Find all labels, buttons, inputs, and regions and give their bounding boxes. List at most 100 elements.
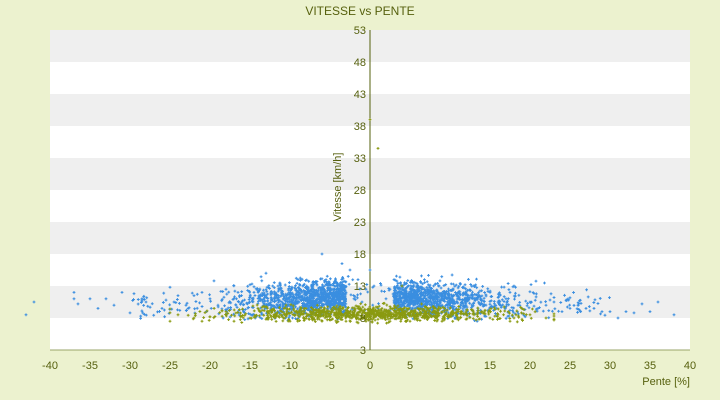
data-point <box>282 297 286 300</box>
data-point <box>380 308 383 312</box>
data-point <box>447 300 451 304</box>
data-point <box>380 289 384 293</box>
data-point <box>424 297 428 301</box>
data-point <box>351 278 355 282</box>
data-point <box>258 310 262 313</box>
data-point <box>296 278 300 281</box>
data-point <box>349 313 353 316</box>
data-point <box>362 309 366 312</box>
data-point <box>312 296 316 300</box>
data-point <box>432 310 436 313</box>
data-point <box>291 316 294 320</box>
data-point <box>477 300 481 304</box>
data-point <box>247 298 251 301</box>
data-point <box>547 316 551 320</box>
data-point <box>232 297 236 301</box>
data-point <box>275 302 279 306</box>
data-point <box>403 294 407 298</box>
data-point <box>168 285 172 289</box>
data-point <box>160 307 164 310</box>
data-point <box>234 311 238 315</box>
data-point <box>415 282 419 286</box>
data-point <box>136 298 140 301</box>
data-point <box>273 292 277 296</box>
data-point <box>520 317 524 321</box>
data-point <box>316 297 320 301</box>
data-point <box>396 316 400 320</box>
data-point <box>195 292 199 296</box>
data-point <box>265 290 269 293</box>
data-point <box>544 303 548 307</box>
data-point <box>275 311 279 314</box>
data-point <box>508 319 512 323</box>
data-point <box>292 308 296 312</box>
data-point <box>436 295 440 299</box>
data-point <box>270 299 274 303</box>
data-point <box>460 298 464 301</box>
data-point <box>356 305 360 308</box>
data-point <box>467 277 470 281</box>
data-point <box>247 306 250 309</box>
data-point <box>514 285 517 289</box>
data-point <box>412 311 416 315</box>
data-point <box>200 291 204 294</box>
data-point <box>232 319 236 323</box>
data-point <box>486 287 490 291</box>
data-point <box>382 310 386 314</box>
data-point <box>430 311 434 314</box>
data-point <box>415 294 419 298</box>
data-point <box>308 292 312 296</box>
data-point <box>386 312 390 316</box>
data-point <box>395 299 398 303</box>
data-point <box>507 314 511 318</box>
data-point <box>400 296 404 300</box>
x-tick-label: 20 <box>524 360 536 372</box>
data-point <box>403 290 407 294</box>
data-point <box>450 289 453 292</box>
data-point <box>234 303 238 307</box>
data-point <box>330 307 334 311</box>
data-point <box>584 307 588 310</box>
data-point <box>186 307 190 310</box>
data-point <box>132 292 136 296</box>
data-point <box>346 306 350 310</box>
data-point <box>394 314 397 318</box>
data-point <box>193 307 197 311</box>
data-point <box>257 314 261 318</box>
data-point <box>416 317 420 321</box>
data-point <box>502 295 506 299</box>
data-point <box>313 308 317 312</box>
data-point <box>400 300 404 304</box>
data-point <box>512 316 516 320</box>
data-point <box>140 309 144 313</box>
data-point <box>326 305 330 309</box>
data-point <box>532 304 536 308</box>
data-point <box>579 301 583 305</box>
data-point <box>514 313 518 317</box>
data-point <box>304 279 308 282</box>
data-point <box>483 308 487 312</box>
data-point <box>322 284 326 288</box>
data-point <box>352 311 356 315</box>
data-point <box>425 318 429 322</box>
data-point <box>463 283 467 287</box>
data-point <box>394 288 398 292</box>
data-point <box>242 303 246 306</box>
data-point <box>377 312 380 316</box>
data-point <box>442 315 446 319</box>
data-point <box>294 284 297 287</box>
data-point <box>449 282 453 286</box>
data-point <box>315 303 319 307</box>
data-point <box>333 281 336 284</box>
data-point <box>436 318 440 322</box>
data-point <box>543 281 546 285</box>
data-point <box>336 313 340 317</box>
data-point <box>419 280 422 283</box>
data-point <box>515 320 519 324</box>
data-point <box>534 295 538 299</box>
data-point <box>603 313 607 317</box>
data-point <box>198 301 201 305</box>
data-point <box>453 284 457 288</box>
y-tick-label: 13 <box>354 281 366 293</box>
data-point <box>435 308 439 312</box>
